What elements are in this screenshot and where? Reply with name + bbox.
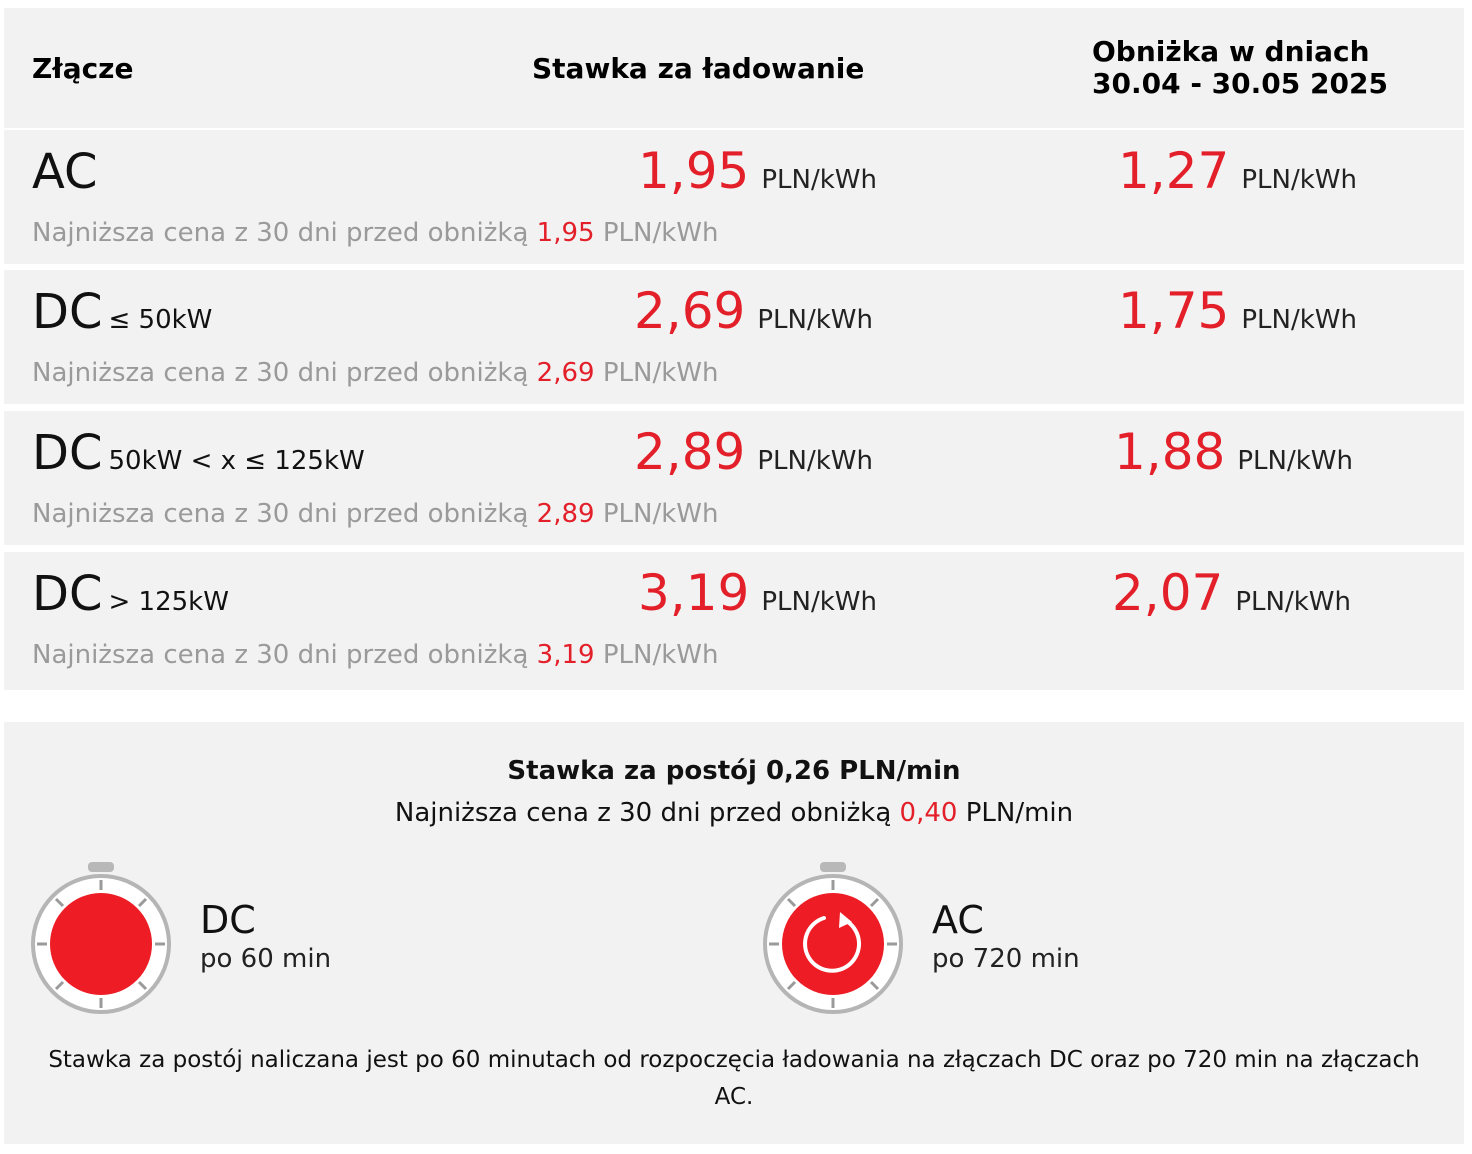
note-prefix: Najniższa cena z 30 dni przed obniżką <box>394 798 892 828</box>
header-promo: Obniżka w dniach 30.04 - 30.05 2025 <box>1092 36 1388 100</box>
promo-unit: PLN/kWh <box>1237 446 1353 476</box>
parking-lowest-price-note: Najniższa cena z 30 dni przed obniżką 0,… <box>4 798 1464 828</box>
charging-rate: 3,19 PLN/kWh <box>638 564 877 622</box>
rate-unit: PLN/kWh <box>761 165 877 195</box>
header-rate: Stawka za ładowanie <box>532 52 865 85</box>
promo-unit: PLN/kWh <box>1241 165 1357 195</box>
lowest-price-note: Najniższa cena z 30 dni przed obniżką 1,… <box>32 218 718 248</box>
note-value: 2,69 <box>536 358 595 388</box>
dc-timer-label: DC <box>200 898 256 942</box>
rate-unit: PLN/kWh <box>761 587 877 617</box>
note-value: 3,19 <box>536 640 595 670</box>
rate-value: 3,19 <box>638 564 750 622</box>
promo-value: 1,75 <box>1118 282 1230 340</box>
dc-timer-sub: po 60 min <box>200 944 332 974</box>
header-promo-dates: 30.04 - 30.05 2025 <box>1092 67 1388 100</box>
charging-rate: 2,69 PLN/kWh <box>634 282 873 340</box>
connector-label: DC <box>32 566 103 622</box>
table-row: DC 50kW < x ≤ 125kW 2,89 PLN/kWh 1,88 PLN/k… <box>4 411 1464 545</box>
note-value: 2,89 <box>536 499 595 529</box>
stopwatch-refresh-icon <box>763 862 903 1014</box>
connector-type: DC ≤ 50kW <box>32 284 212 340</box>
note-prefix: Najniższa cena z 30 dni przed obniżką <box>32 218 529 248</box>
promo-unit: PLN/kWh <box>1235 587 1351 617</box>
parking-fee-title: Stawka za postój 0,26 PLN/min <box>507 756 961 786</box>
connector-power: > 125kW <box>108 587 229 617</box>
lowest-price-note: Najniższa cena z 30 dni przed obniżką 2,… <box>32 499 718 529</box>
header-promo-title: Obniżka w dniach <box>1092 35 1370 68</box>
connector-label: DC <box>32 284 103 340</box>
promo-unit: PLN/kWh <box>1241 305 1357 335</box>
connector-type: AC <box>32 144 104 200</box>
promo-rate: 2,07 PLN/kWh <box>1112 564 1351 622</box>
note-unit: PLN/kWh <box>602 218 719 248</box>
ac-timer-sub: po 720 min <box>932 944 1080 974</box>
table-row: DC ≤ 50kW 2,69 PLN/kWh 1,75 PLN/kWh Najniżs… <box>4 270 1464 404</box>
promo-rate: 1,75 PLN/kWh <box>1118 282 1357 340</box>
table-row: AC 1,95 PLN/kWh 1,27 PLN/kWh Najniższa cen… <box>4 130 1464 264</box>
lowest-price-note: Najniższa cena z 30 dni przed obniżką 2,… <box>32 358 718 388</box>
connector-label: AC <box>32 144 98 200</box>
rate-value: 1,95 <box>638 142 750 200</box>
note-unit: PLN/kWh <box>602 499 719 529</box>
header-connector: Złącze <box>32 52 134 85</box>
parking-fee-panel: Stawka za postój 0,26 PLN/min Najniższa … <box>4 722 1464 1144</box>
note-prefix: Najniższa cena z 30 dni przed obniżką <box>32 640 529 670</box>
note-unit: PLN/min <box>965 798 1074 828</box>
note-unit: PLN/kWh <box>602 358 719 388</box>
connector-power: 50kW < x ≤ 125kW <box>108 446 365 476</box>
rate-value: 2,89 <box>634 423 746 481</box>
lowest-price-note: Najniższa cena z 30 dni przed obniżką 3,… <box>32 640 718 670</box>
promo-value: 1,27 <box>1118 142 1230 200</box>
rate-value: 2,69 <box>634 282 746 340</box>
note-prefix: Najniższa cena z 30 dni przed obniżką <box>32 358 529 388</box>
promo-value: 1,88 <box>1114 423 1226 481</box>
connector-power: ≤ 50kW <box>108 305 213 335</box>
note-value: 1,95 <box>536 218 595 248</box>
connector-type: DC > 125kW <box>32 566 229 622</box>
table-header: Złącze Stawka za ładowanie Obniżka w dni… <box>4 8 1464 128</box>
connector-type: DC 50kW < x ≤ 125kW <box>32 425 365 481</box>
ac-timer-label: AC <box>932 898 984 942</box>
rate-unit: PLN/kWh <box>757 446 873 476</box>
rate-unit: PLN/kWh <box>757 305 873 335</box>
table-row: DC > 125kW 3,19 PLN/kWh 2,07 PLN/kWh Najniż… <box>4 552 1464 690</box>
stopwatch-icon <box>31 862 171 1014</box>
promo-value: 2,07 <box>1112 564 1224 622</box>
promo-rate: 1,27 PLN/kWh <box>1118 142 1357 200</box>
charging-rate: 2,89 PLN/kWh <box>634 423 873 481</box>
promo-rate: 1,88 PLN/kWh <box>1114 423 1353 481</box>
note-prefix: Najniższa cena z 30 dni przed obniżką <box>32 499 529 529</box>
charging-rate: 1,95 PLN/kWh <box>638 142 877 200</box>
note-unit: PLN/kWh <box>602 640 719 670</box>
parking-fee-footer: Stawka za postój naliczana jest po 60 mi… <box>48 1047 1420 1110</box>
connector-label: DC <box>32 425 103 481</box>
note-value: 0,40 <box>899 798 958 828</box>
